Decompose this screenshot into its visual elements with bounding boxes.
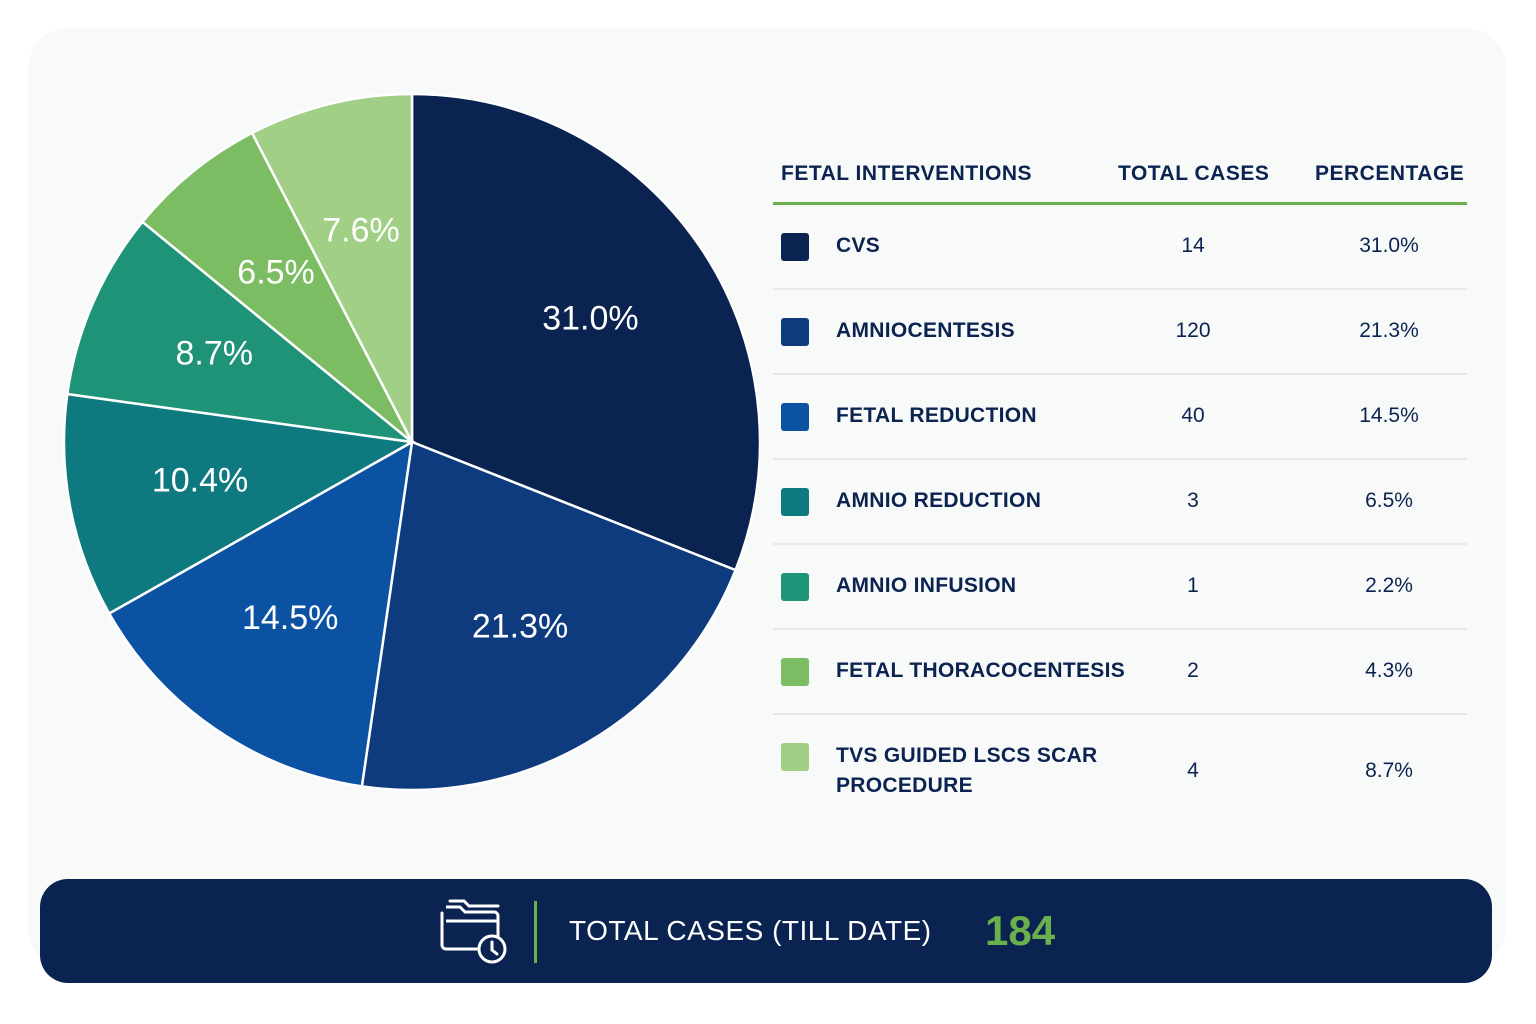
- pie-chart: 31.0% 21.3% 14.5% 10.4% 8.7% 6.5% 7.6%: [60, 80, 760, 820]
- table-row: FETAL REDUCTION 40 14.5%: [773, 375, 1467, 460]
- row-percentage: 14.5%: [1359, 404, 1419, 427]
- pie-slice-label-3: 10.4%: [152, 461, 248, 499]
- row-cases: 2: [1187, 659, 1199, 682]
- legend-swatch: [781, 488, 809, 516]
- row-name: AMNIOCENTESIS: [836, 319, 1015, 342]
- legend-swatch: [781, 743, 809, 771]
- pie-slice-label-0: 31.0%: [542, 300, 638, 338]
- row-cases: 120: [1175, 319, 1211, 342]
- header-percentage: PERCENTAGE: [1315, 162, 1465, 185]
- row-percentage: 21.3%: [1359, 319, 1419, 342]
- row-percentage: 31.0%: [1359, 234, 1419, 257]
- legend-swatch: [781, 318, 809, 346]
- pie-slice-6: [250, 92, 414, 443]
- table-row: TVS GUIDED LSCS SCAR PROCEDURE 4 8.7%: [773, 715, 1467, 811]
- folder-clock-icon: [436, 895, 512, 967]
- row-percentage: 4.3%: [1365, 659, 1413, 682]
- header-interventions: FETAL INTERVENTIONS: [781, 162, 1033, 185]
- row-percentage: 8.7%: [1365, 759, 1413, 782]
- pie-slice-label-6: 7.6%: [322, 211, 400, 249]
- interventions-table: FETAL INTERVENTIONS TOTAL CASES PERCENTA…: [773, 150, 1467, 811]
- pie-slice-0: [410, 92, 760, 572]
- table-row: AMNIOCENTESIS 120 21.3%: [773, 290, 1467, 375]
- header-total-cases: TOTAL CASES: [1118, 162, 1270, 185]
- row-percentage: 2.2%: [1365, 574, 1413, 597]
- pie-slice-label-5: 6.5%: [237, 253, 315, 291]
- row-name: AMNIO REDUCTION: [836, 489, 1042, 512]
- pie-slice-3: [62, 392, 416, 616]
- row-cases: 4: [1187, 759, 1199, 782]
- table-row: CVS 14 31.0%: [773, 205, 1467, 290]
- table-header: FETAL INTERVENTIONS TOTAL CASES PERCENTA…: [773, 150, 1467, 205]
- row-cases: 1: [1187, 574, 1199, 597]
- pie-slice-label-4: 8.7%: [176, 335, 254, 373]
- pie-slice-label-1: 21.3%: [472, 608, 568, 646]
- row-name: FETAL REDUCTION: [836, 404, 1037, 427]
- row-name: CVS: [836, 234, 881, 257]
- legend-swatch: [781, 573, 809, 601]
- table-row: AMNIO INFUSION 1 2.2%: [773, 545, 1467, 630]
- legend-swatch: [781, 658, 809, 686]
- pie-chart-svg: 31.0% 21.3% 14.5% 10.4% 8.7% 6.5%7.6%: [62, 92, 760, 792]
- row-cases: 14: [1181, 234, 1205, 257]
- row-name: AMNIO INFUSION: [836, 574, 1017, 597]
- total-cases-banner: TOTAL CASES (TILL DATE) 184: [40, 879, 1492, 983]
- total-cases-value: 184: [985, 907, 1056, 954]
- row-percentage: 6.5%: [1365, 489, 1413, 512]
- row-name: FETAL THORACOCENTESIS: [836, 659, 1126, 682]
- row-cases: 3: [1187, 489, 1199, 512]
- table-row: FETAL THORACOCENTESIS 2 4.3%: [773, 630, 1467, 715]
- legend-swatch: [781, 403, 809, 431]
- table-row: AMNIO REDUCTION 3 6.5%: [773, 460, 1467, 545]
- pie-slice-2: [107, 439, 414, 788]
- pie-slice-1: [360, 440, 738, 792]
- pie-slice-5: [140, 131, 414, 443]
- pie-slice-label-2: 14.5%: [242, 599, 338, 637]
- legend-swatch: [781, 233, 809, 261]
- row-name: TVS GUIDED LSCS SCAR PROCEDURE: [836, 744, 1098, 797]
- footer-divider: [534, 901, 537, 963]
- row-cases: 40: [1181, 404, 1205, 427]
- total-cases-label: TOTAL CASES (TILL DATE): [569, 915, 932, 946]
- pie-slice-4: [65, 220, 417, 444]
